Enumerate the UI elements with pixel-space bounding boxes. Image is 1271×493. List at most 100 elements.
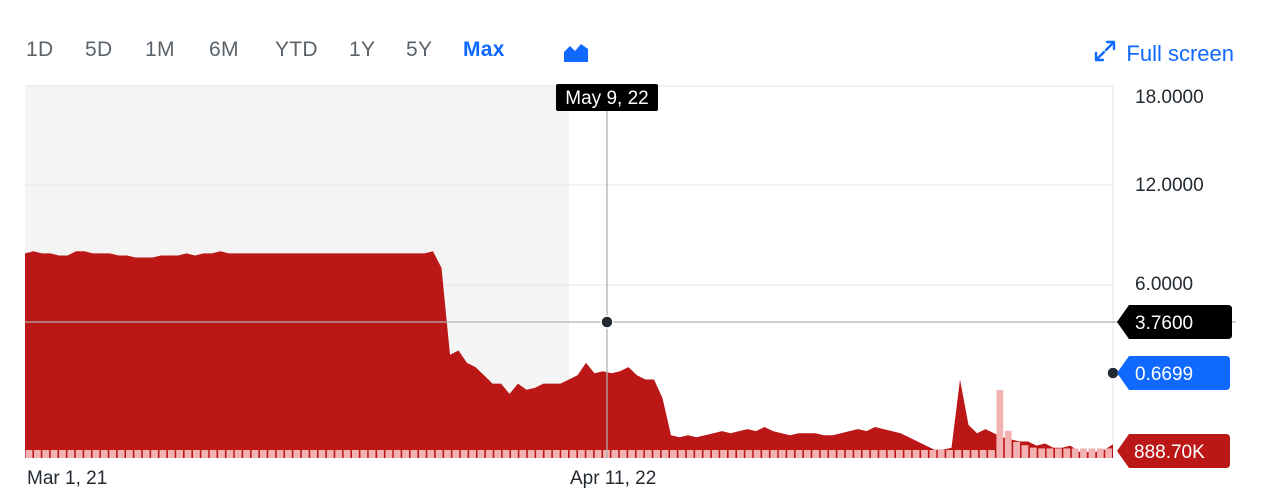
volume-bar (829, 450, 836, 458)
volume-bar (703, 450, 711, 458)
volume-bar (34, 450, 41, 458)
volume-bars (25, 390, 1112, 458)
volume-bar (502, 450, 510, 458)
volume-bar (1096, 448, 1104, 458)
volume-bar (653, 450, 661, 458)
last-price-badge (1117, 356, 1230, 390)
range-button-1m[interactable]: 1M (145, 38, 175, 61)
volume-bar (753, 450, 761, 458)
volume-bar (1088, 448, 1096, 458)
volume-bar (870, 450, 878, 458)
volume-bar (527, 450, 535, 458)
volume-bar (268, 450, 276, 458)
volume-bar (460, 450, 468, 458)
x-tick-crosshair: Apr 11, 22 (570, 468, 656, 489)
volume-bar (988, 450, 995, 458)
volume-bar (946, 450, 953, 458)
volume-bar (1063, 448, 1071, 458)
volume-bar (644, 450, 652, 458)
volume-bar (326, 450, 334, 458)
volume-bar (686, 450, 694, 458)
volume-bar (904, 450, 912, 458)
range-button-1d[interactable]: 1D (26, 38, 54, 61)
volume-bar (393, 450, 401, 458)
crosshair-date-badge (556, 84, 658, 111)
price-area-series (25, 251, 1113, 458)
volume-bar (728, 450, 736, 458)
volume-bar (536, 450, 543, 458)
range-button-5d[interactable]: 5D (85, 38, 113, 61)
volume-bar (226, 450, 234, 458)
volume-bar (352, 450, 359, 458)
volume-bar (929, 450, 937, 458)
volume-bar (75, 450, 83, 458)
range-button-6m[interactable]: 6M (209, 38, 239, 61)
volume-bar (921, 450, 928, 458)
volume-bar (1013, 442, 1020, 458)
volume-bar (419, 450, 426, 458)
range-button-1y[interactable]: 1Y (349, 38, 376, 61)
volume-bar (134, 450, 142, 458)
volume-bar (301, 450, 309, 458)
volume-bar (209, 450, 217, 458)
volume-bar (937, 450, 945, 458)
volume-bar (259, 450, 267, 458)
volume-bar (678, 450, 686, 458)
volume-bar (485, 450, 493, 458)
volume-bar (787, 450, 794, 458)
crosshair-point (600, 315, 614, 329)
volume-bar (778, 450, 786, 458)
volume-bar (477, 450, 485, 458)
volume-bar (159, 450, 167, 458)
volume-bar (25, 450, 33, 458)
volume-bar (812, 450, 820, 458)
volume-bar (519, 450, 527, 458)
volume-bar (695, 450, 702, 458)
volume-bar (854, 450, 861, 458)
volume-bar (862, 450, 870, 458)
volume-label: 888.70K (1134, 442, 1205, 463)
volume-bar (762, 450, 769, 458)
fullscreen-button[interactable]: Full screen (1094, 40, 1234, 68)
crosshair-value-label: 3.7600 (1135, 313, 1193, 334)
volume-bar (803, 450, 811, 458)
range-button-ytd[interactable]: YTD (275, 38, 318, 61)
volume-bar (1004, 430, 1012, 458)
volume-bar (954, 450, 962, 458)
volume-bar (770, 450, 778, 458)
volume-bar (385, 450, 393, 458)
volume-bar (737, 450, 744, 458)
volume-bar (544, 450, 552, 458)
fullscreen-label: Full screen (1126, 41, 1234, 66)
volume-bar (611, 450, 619, 458)
volume-bar (243, 450, 250, 458)
volume-bar (444, 450, 451, 458)
last-price-label: 0.6699 (1135, 364, 1193, 385)
volume-bar (402, 450, 409, 458)
volume-bar (176, 450, 183, 458)
volume-bar (561, 450, 568, 458)
expand-arrows-icon (1094, 40, 1116, 68)
volume-bar (335, 450, 343, 458)
volume-bar (636, 450, 644, 458)
volume-bar (360, 450, 368, 458)
range-button-5y[interactable]: 5Y (406, 38, 433, 61)
range-button-max[interactable]: Max (463, 38, 505, 61)
mountain-chart-icon[interactable] (562, 40, 590, 64)
volume-bar (67, 450, 75, 458)
volume-bar (410, 450, 418, 458)
volume-bar (218, 450, 225, 458)
volume-bar (1071, 448, 1079, 458)
volume-bar (100, 450, 108, 458)
volume-bar (661, 450, 669, 458)
volume-bar (117, 450, 125, 458)
volume-bar (1055, 448, 1062, 458)
volume-bar (201, 450, 209, 458)
volume-bar (1080, 448, 1087, 458)
y-tick-6: 6.0000 (1135, 274, 1193, 295)
volume-bar (427, 450, 435, 458)
volume-bar (193, 450, 200, 458)
volume-bar (109, 450, 117, 458)
volume-bar (310, 450, 317, 458)
